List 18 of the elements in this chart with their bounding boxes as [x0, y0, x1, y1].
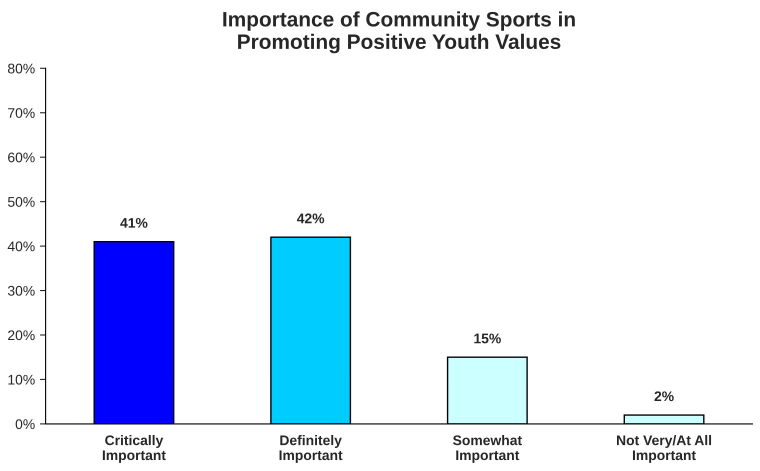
y-tick-label: 10%: [8, 374, 35, 385]
data-label: 15%: [474, 334, 501, 344]
y-tick-label: 70%: [8, 108, 35, 118]
y-tick-label: 40%: [8, 241, 35, 252]
y-tick-label: 80%: [8, 64, 35, 74]
x-tick-label: Not Very/At All Important: [617, 435, 712, 463]
y-tick-label: 60%: [8, 152, 35, 162]
data-label: 2%: [654, 391, 674, 402]
x-tick-label: Somewhat Important: [453, 435, 522, 463]
x-tick-label: Definitely Important: [280, 435, 342, 463]
y-tick-label: 30%: [8, 286, 35, 296]
y-tick-label: 20%: [8, 330, 35, 340]
y-tick-label: 0%: [16, 419, 35, 430]
chart-title: Importance of Community Sports in Promoting Positive Youth Values: [223, 11, 575, 54]
x-tick-label: Critically Important: [102, 435, 166, 463]
y-tick-label: 50%: [8, 196, 35, 207]
data-label: 41%: [120, 218, 148, 228]
data-label: 42%: [296, 214, 324, 224]
